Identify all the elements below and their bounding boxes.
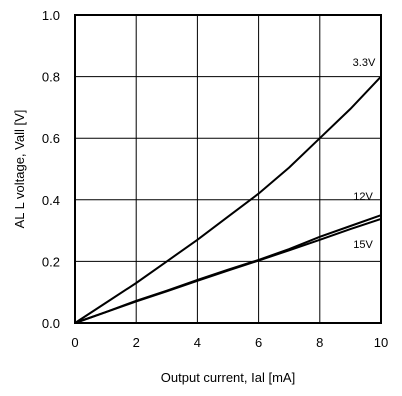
plot-frame bbox=[74, 14, 382, 324]
series-label: 12V bbox=[353, 191, 373, 203]
series-line-3p3v bbox=[74, 75, 382, 324]
x-tick-label: 8 bbox=[316, 335, 323, 350]
y-tick-label: 0.0 bbox=[42, 316, 60, 331]
x-axis-label: Output current, Ial [mA] bbox=[161, 370, 295, 385]
plot-series bbox=[74, 75, 382, 324]
x-tick-label: 2 bbox=[133, 335, 140, 350]
y-tick-label: 0.6 bbox=[42, 131, 60, 146]
x-tick-label: 4 bbox=[194, 335, 201, 350]
y-tick-label: 0.2 bbox=[42, 254, 60, 269]
y-tick-label: 0.8 bbox=[42, 70, 60, 85]
x-tick-label: 10 bbox=[374, 335, 388, 350]
series-line-15v bbox=[74, 217, 382, 324]
y-tick-label: 1.0 bbox=[42, 8, 60, 23]
y-axis-label: AL L voltage, Vall [V] bbox=[12, 110, 27, 229]
series-labels: 3.3V 12V 15V bbox=[353, 57, 376, 251]
tick-labels: 0 2 4 6 8 10 0.0 0.2 0.4 0.6 0.8 1.0 bbox=[42, 8, 388, 350]
series-label: 15V bbox=[353, 239, 373, 251]
y-tick-label: 0.4 bbox=[42, 193, 60, 208]
x-tick-label: 0 bbox=[71, 335, 78, 350]
series-label: 3.3V bbox=[353, 57, 376, 69]
grid bbox=[74, 14, 382, 324]
x-tick-label: 6 bbox=[255, 335, 262, 350]
